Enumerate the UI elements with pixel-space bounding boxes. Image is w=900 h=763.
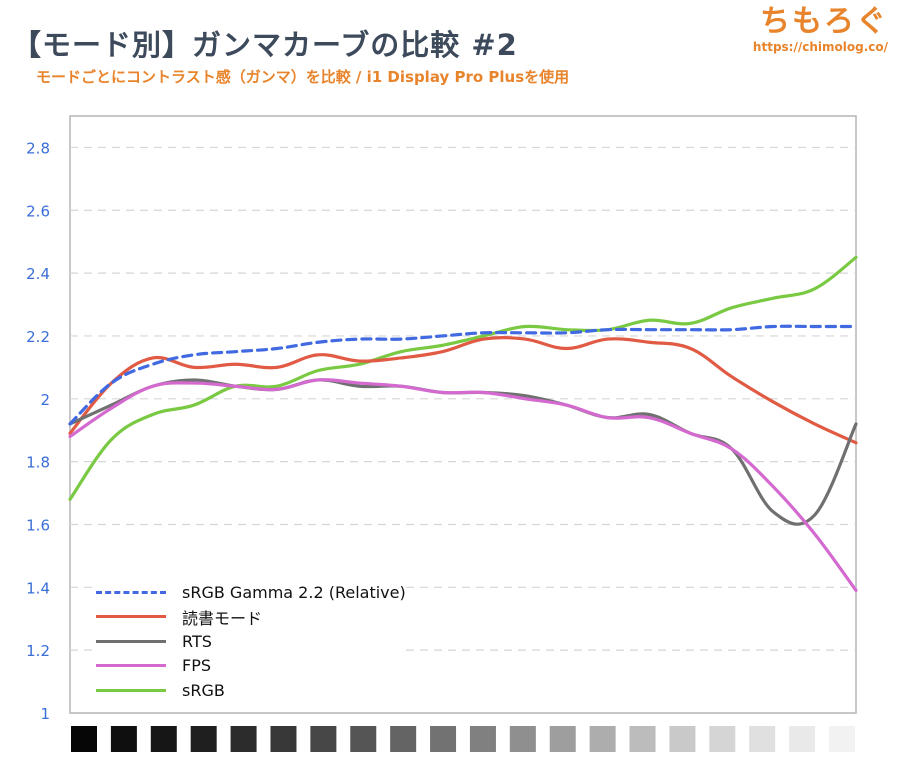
grayscale-step-patch bbox=[350, 726, 377, 752]
y-tick-label: 2 bbox=[40, 391, 50, 409]
chart-title: 【モード別】ガンマカーブの比較 #2 bbox=[12, 28, 518, 62]
grayscale-step-patch bbox=[669, 726, 696, 752]
grayscale-step-patch bbox=[829, 726, 855, 752]
grayscale-step-patch bbox=[230, 726, 257, 752]
series-line-3 bbox=[68, 378, 858, 593]
chart-subtitle: モードごとにコントラスト感（ガンマ）を比較 / i1 Display Pro P… bbox=[36, 68, 570, 86]
legend-label: FPS bbox=[182, 656, 212, 676]
series-line-4 bbox=[68, 255, 858, 501]
legend-label: sRGB Gamma 2.2 (Relative) bbox=[182, 582, 406, 602]
grayscale-step-patch bbox=[310, 726, 337, 752]
grayscale-step-patch bbox=[430, 726, 457, 752]
grayscale-step-patch bbox=[390, 726, 417, 752]
grayscale-step-patch bbox=[629, 726, 656, 752]
grayscale-step-patch bbox=[509, 726, 536, 752]
legend-swatch bbox=[96, 615, 166, 619]
legend-label: 読書モード bbox=[182, 608, 263, 628]
legend-item: 読書モード bbox=[96, 605, 406, 630]
y-tick-label: 1.6 bbox=[26, 516, 50, 534]
y-tick-label: 2.6 bbox=[26, 202, 50, 220]
grayscale-step-patch bbox=[549, 726, 576, 752]
y-tick-label: 2.8 bbox=[26, 139, 50, 157]
legend-swatch bbox=[96, 664, 166, 668]
legend-item: FPS bbox=[96, 654, 406, 679]
grayscale-step-patch bbox=[190, 726, 217, 752]
logo-name: ちもろぐ bbox=[760, 4, 888, 39]
chart-legend: sRGB Gamma 2.2 (Relative) 読書モード RTS FPS sRGB bbox=[96, 580, 406, 703]
series-line-1 bbox=[68, 336, 858, 445]
site-logo: ちもろぐ https://chimolog.co/ bbox=[753, 4, 888, 54]
y-tick-label: 1 bbox=[40, 705, 50, 723]
y-tick-label: 2.2 bbox=[26, 328, 50, 346]
series-line-0 bbox=[68, 324, 858, 426]
legend-swatch bbox=[96, 639, 166, 643]
grayscale-step-patch bbox=[709, 726, 736, 752]
plot-frame bbox=[69, 115, 857, 714]
grayscale-step-patch bbox=[589, 726, 616, 752]
legend-label: sRGB bbox=[182, 680, 225, 700]
legend-swatch bbox=[96, 688, 166, 692]
y-tick-label: 1.4 bbox=[26, 579, 50, 597]
y-tick-label: 1.8 bbox=[26, 454, 50, 472]
legend-item: RTS bbox=[96, 629, 406, 654]
legend-item: sRGB Gamma 2.2 (Relative) bbox=[96, 580, 406, 605]
y-tick-label: 1.2 bbox=[26, 642, 50, 660]
grayscale-step-patch bbox=[270, 726, 297, 752]
grayscale-step-patch bbox=[71, 726, 97, 752]
grayscale-step-patch bbox=[469, 726, 496, 752]
logo-url: https://chimolog.co/ bbox=[752, 40, 888, 54]
legend-item: sRGB bbox=[96, 678, 406, 703]
y-tick-label: 2.4 bbox=[26, 265, 50, 283]
legend-label: RTS bbox=[182, 631, 212, 651]
grayscale-step-patch bbox=[749, 726, 776, 752]
grayscale-step-patch bbox=[150, 726, 177, 752]
grayscale-step-patch bbox=[789, 726, 816, 752]
grayscale-step-patch bbox=[110, 726, 137, 752]
legend-swatch bbox=[96, 590, 166, 594]
